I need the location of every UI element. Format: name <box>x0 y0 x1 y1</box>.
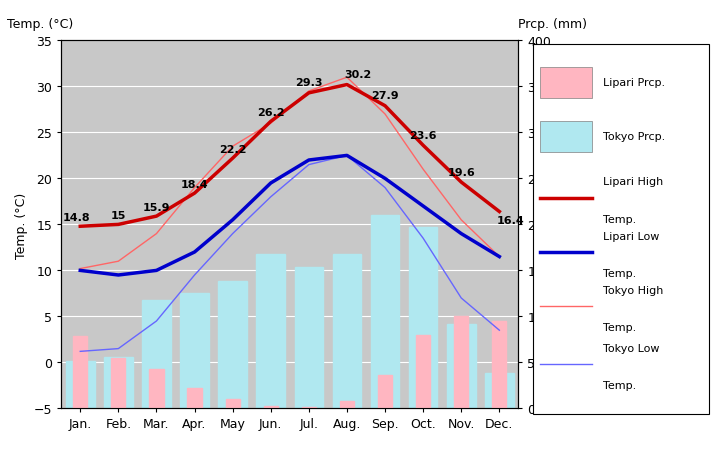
Bar <box>111 358 125 409</box>
Bar <box>256 254 285 409</box>
Text: Temp.: Temp. <box>603 322 636 332</box>
Text: 27.9: 27.9 <box>372 91 399 101</box>
Text: 19.6: 19.6 <box>447 167 475 177</box>
Bar <box>378 375 392 409</box>
Text: 22.2: 22.2 <box>219 144 246 154</box>
Bar <box>66 361 94 409</box>
Bar <box>371 216 400 409</box>
Bar <box>302 407 316 409</box>
Text: Prcp. (mm): Prcp. (mm) <box>518 18 588 31</box>
Text: Tokyo High: Tokyo High <box>603 285 663 295</box>
Bar <box>454 317 469 409</box>
Text: 18.4: 18.4 <box>181 179 208 189</box>
Text: Tokyo Prcp.: Tokyo Prcp. <box>603 132 665 142</box>
Bar <box>540 67 592 98</box>
Y-axis label: Temp. (°C): Temp. (°C) <box>15 192 28 258</box>
Text: 30.2: 30.2 <box>345 70 372 80</box>
Bar <box>264 406 278 409</box>
Bar <box>409 228 438 409</box>
Bar <box>142 300 171 409</box>
Text: 14.8: 14.8 <box>63 212 90 222</box>
Text: Lipari Low: Lipari Low <box>603 231 659 241</box>
Bar <box>187 388 202 409</box>
Text: 16.4: 16.4 <box>497 216 525 226</box>
Text: 23.6: 23.6 <box>410 130 437 140</box>
Text: Temp.: Temp. <box>603 214 636 224</box>
Text: 26.2: 26.2 <box>257 107 284 118</box>
Bar <box>149 369 163 409</box>
Text: Lipari High: Lipari High <box>603 177 663 187</box>
Text: 15.9: 15.9 <box>143 202 170 212</box>
Text: Temp.: Temp. <box>603 380 636 390</box>
Bar <box>225 399 240 409</box>
Y-axis label: Prcp. (mm): Prcp. (mm) <box>557 190 570 259</box>
Bar <box>492 321 506 409</box>
Bar <box>218 282 247 409</box>
Text: Lipari Prcp.: Lipari Prcp. <box>603 78 665 88</box>
Bar <box>540 122 592 152</box>
Bar <box>340 401 354 409</box>
FancyBboxPatch shape <box>533 45 709 414</box>
Text: Temp. (°C): Temp. (°C) <box>7 18 73 31</box>
Bar <box>333 254 361 409</box>
Bar <box>447 324 475 409</box>
Text: Temp.: Temp. <box>603 268 636 278</box>
Text: 29.3: 29.3 <box>295 78 323 88</box>
Text: Tokyo Low: Tokyo Low <box>603 343 659 353</box>
Bar <box>73 336 87 409</box>
Bar <box>180 294 209 409</box>
Bar <box>104 357 132 409</box>
Bar <box>416 335 431 409</box>
Bar <box>294 267 323 409</box>
Bar <box>485 373 513 409</box>
Text: 15: 15 <box>111 210 126 220</box>
